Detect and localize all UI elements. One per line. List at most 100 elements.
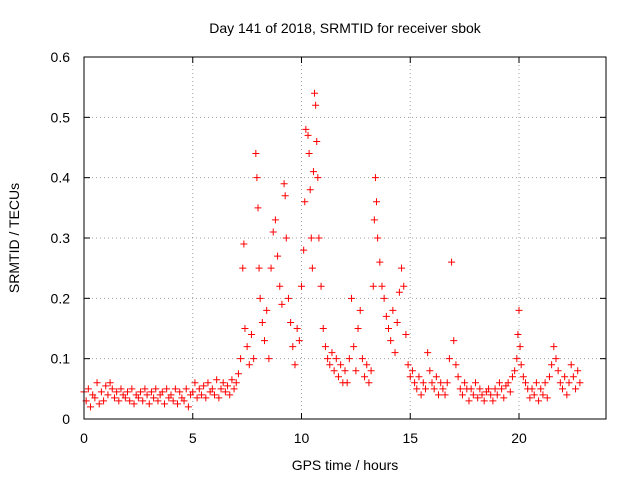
x-tick-label: 20 — [511, 430, 527, 446]
data-point — [565, 379, 573, 387]
data-point — [307, 234, 315, 242]
data-point — [539, 391, 547, 399]
chart-title: Day 141 of 2018, SRMTID for receiver sbo… — [209, 20, 482, 36]
data-point — [367, 367, 375, 375]
data-point — [569, 373, 577, 381]
data-point — [382, 312, 390, 320]
data-point — [174, 400, 182, 408]
x-tick-label: 10 — [294, 430, 310, 446]
data-point — [498, 385, 506, 393]
data-point — [197, 391, 205, 399]
data-point — [224, 382, 232, 390]
data-point — [408, 367, 416, 375]
data-point — [137, 388, 145, 396]
data-point — [559, 385, 566, 393]
axis-ticks: 0 5 10 15 20 0 0.1 0.2 0.3 0.4 0.5 0.6 — [51, 49, 606, 446]
x-axis-label: GPS time / hours — [292, 457, 399, 473]
data-point — [365, 379, 373, 387]
data-point — [93, 379, 101, 387]
data-point — [152, 385, 160, 393]
data-point — [117, 385, 125, 393]
data-point — [228, 376, 236, 384]
data-point — [326, 361, 334, 369]
data-point — [305, 150, 313, 158]
data-point — [337, 361, 345, 369]
data-point — [528, 385, 536, 393]
y-tick-label: 0.4 — [51, 170, 71, 186]
data-point — [253, 174, 261, 182]
data-point — [485, 385, 493, 393]
data-point — [550, 343, 558, 351]
data-point — [128, 385, 136, 393]
data-point — [176, 388, 184, 396]
data-point — [255, 264, 263, 272]
data-point — [308, 264, 316, 272]
data-point — [241, 325, 249, 332]
data-point — [239, 264, 247, 272]
data-point — [380, 294, 388, 302]
data-point — [472, 379, 479, 387]
data-point — [100, 397, 108, 405]
data-point — [271, 216, 279, 224]
data-point — [102, 382, 110, 390]
data-point — [491, 385, 499, 393]
data-point — [143, 391, 151, 399]
data-point — [448, 258, 456, 266]
data-point — [428, 379, 436, 387]
data-point — [213, 376, 221, 384]
data-point — [221, 388, 229, 396]
data-point — [395, 288, 403, 296]
data-point — [389, 306, 397, 314]
data-point — [385, 325, 392, 332]
data-point — [356, 306, 364, 314]
data-point — [317, 282, 325, 290]
data-point — [276, 282, 284, 290]
data-point — [391, 349, 399, 357]
data-point — [95, 400, 103, 408]
data-point — [287, 318, 295, 326]
data-point — [519, 373, 527, 381]
data-point — [300, 246, 308, 254]
grid-layer — [84, 57, 606, 419]
data-point — [487, 391, 495, 399]
data-point — [456, 385, 464, 393]
x-tick-label: 5 — [189, 430, 197, 446]
data-point — [243, 343, 251, 351]
data-point — [237, 355, 245, 363]
data-point — [363, 361, 371, 369]
data-point — [478, 391, 486, 399]
data-point — [301, 198, 309, 206]
data-point — [141, 385, 149, 393]
data-point — [350, 343, 358, 351]
data-point — [495, 379, 503, 387]
data-point — [458, 391, 466, 399]
data-point — [282, 234, 290, 242]
data-point — [304, 131, 312, 139]
data-point — [517, 361, 525, 369]
data-point — [330, 367, 338, 375]
data-point — [267, 264, 275, 272]
data-point — [480, 397, 488, 405]
data-point — [563, 391, 571, 399]
data-point — [548, 361, 556, 369]
data-point — [319, 325, 327, 332]
data-point — [400, 282, 408, 290]
data-point — [252, 150, 260, 158]
data-point — [291, 361, 299, 369]
y-tick-label: 0.3 — [51, 230, 71, 246]
data-point — [513, 355, 521, 363]
data-point — [265, 355, 273, 363]
data-point — [345, 355, 353, 363]
data-point — [526, 394, 534, 402]
data-point — [435, 391, 443, 399]
data-point — [240, 240, 248, 248]
data-point — [461, 379, 469, 387]
data-point — [167, 391, 175, 399]
data-point — [419, 379, 427, 387]
data-point — [406, 373, 414, 381]
data-point — [250, 355, 258, 363]
data-point — [574, 367, 582, 375]
y-tick-label: 0.5 — [51, 109, 71, 125]
data-point — [293, 325, 301, 332]
data-point — [552, 355, 560, 363]
